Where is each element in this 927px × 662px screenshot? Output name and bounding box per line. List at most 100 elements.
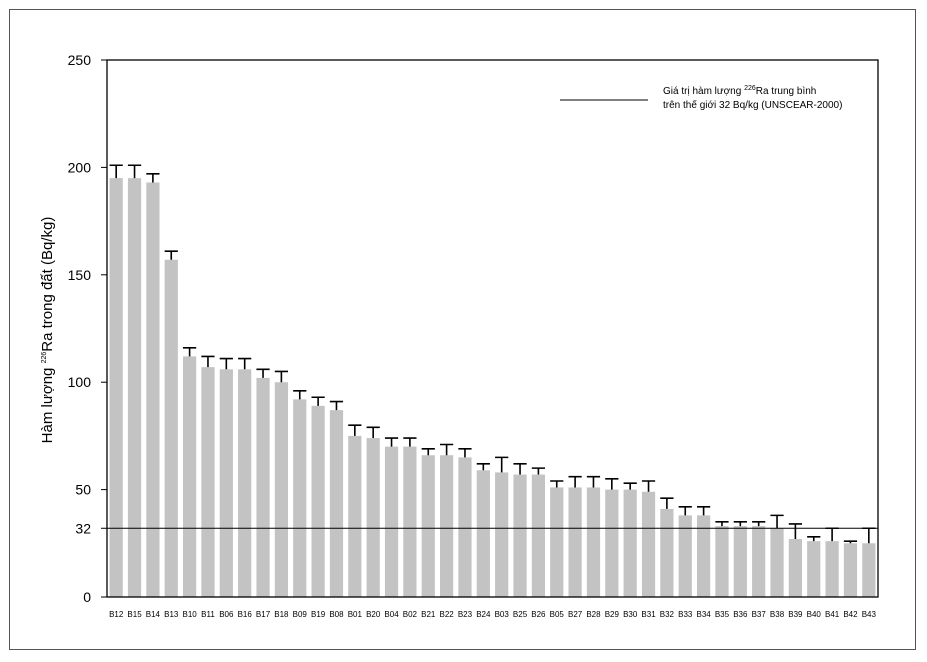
x-tick-label: B11 (201, 610, 215, 619)
error-bar-b40 (807, 536, 821, 542)
x-tick-label: B13 (164, 610, 179, 619)
x-tick-label: B31 (641, 610, 656, 619)
error-bar-b16 (238, 357, 252, 370)
error-bar-b10 (183, 347, 197, 357)
y-axis-ticks: 0 50 100 150 200 250 32 (68, 52, 107, 605)
error-bar-b01 (348, 424, 362, 436)
bar-b05 (550, 487, 564, 597)
error-bar-b25 (513, 463, 527, 475)
x-tick-label: B12 (109, 610, 124, 619)
bar-b33 (678, 515, 692, 597)
x-tick-label: B04 (384, 610, 399, 619)
error-bar-b35 (715, 521, 729, 527)
bar-b01 (348, 435, 362, 597)
x-tick-label: B30 (623, 610, 638, 619)
error-bar-b30 (623, 482, 637, 490)
error-bar-b13 (164, 250, 178, 260)
bar-b30 (623, 489, 637, 597)
error-bar-b28 (586, 475, 601, 488)
error-bar-b19 (311, 396, 325, 406)
y-tick-label: 200 (68, 159, 92, 175)
x-tick-label: B14 (146, 610, 161, 619)
bar-b40 (807, 541, 821, 597)
x-tick-label: B06 (219, 610, 234, 619)
bar-b21 (421, 455, 435, 597)
bar-b24 (476, 470, 490, 597)
bar-b37 (752, 526, 766, 597)
bar-b23 (458, 457, 472, 597)
x-tick-label: B09 (293, 610, 308, 619)
error-bar-b36 (733, 521, 747, 527)
y-tick-label: 32 (75, 520, 91, 536)
bars-group (109, 178, 876, 597)
y-tick-label: 250 (68, 52, 92, 68)
bar-b41 (825, 541, 839, 597)
x-tick-label: B23 (458, 610, 473, 619)
x-tick-label: B37 (752, 610, 767, 619)
bar-b03 (495, 472, 509, 597)
plot-area (106, 59, 879, 598)
x-tick-label: B33 (678, 610, 693, 619)
y-tick-label: 0 (83, 589, 91, 605)
bar-b31 (641, 491, 656, 597)
error-bar-b11 (201, 355, 215, 368)
error-bar-b22 (440, 443, 454, 456)
legend-line-1: Giá trị hàm lượng 226Ra trung bình (663, 85, 816, 97)
bar-b18 (274, 382, 288, 597)
error-bar-b20 (366, 426, 380, 439)
error-bar-b03 (495, 456, 509, 473)
x-tick-label: B28 (586, 610, 601, 619)
bar-b09 (293, 399, 307, 597)
bar-b28 (586, 487, 601, 597)
error-bar-b34 (697, 505, 711, 516)
x-tick-label: B26 (531, 610, 546, 619)
x-tick-label: B42 (843, 610, 858, 619)
x-tick-label: B36 (733, 610, 748, 619)
bar-b20 (366, 438, 380, 597)
error-bar-b21 (421, 447, 435, 456)
bar-b35 (715, 526, 729, 597)
error-bar-b31 (641, 480, 656, 492)
x-tick-label: B24 (476, 610, 491, 619)
error-bar-b06 (219, 357, 233, 370)
bar-b43 (862, 543, 876, 597)
bar-b42 (843, 543, 858, 597)
bar-b08 (329, 410, 344, 597)
bar-b32 (660, 508, 674, 597)
x-tick-label: B01 (348, 610, 363, 619)
error-bar-b14 (146, 173, 160, 183)
error-bar-b29 (605, 478, 619, 490)
error-bar-b05 (550, 480, 564, 488)
x-tick-label: B17 (256, 610, 271, 619)
x-tick-label: B40 (807, 610, 822, 619)
bar-b29 (605, 489, 619, 597)
error-bar-b08 (329, 400, 344, 411)
x-tick-label: B03 (495, 610, 510, 619)
x-tick-label: B41 (825, 610, 840, 619)
x-tick-label: B10 (182, 610, 197, 619)
y-tick-label: 100 (68, 374, 92, 390)
legend: Giá trị hàm lượng 226Ra trung bình trên … (560, 85, 842, 111)
x-tick-label: B32 (660, 610, 675, 619)
bar-b34 (697, 515, 711, 597)
bar-b36 (733, 526, 747, 597)
bar-b16 (238, 369, 252, 597)
x-tick-label: B43 (862, 610, 877, 619)
x-tick-label: B16 (238, 610, 253, 619)
y-tick-label: 150 (68, 267, 92, 283)
error-bar-b42 (843, 540, 858, 544)
bar-b13 (164, 259, 178, 597)
bar-b38 (770, 528, 784, 597)
x-tick-label: B15 (127, 610, 142, 619)
x-tick-label: B05 (550, 610, 565, 619)
x-tick-label: B35 (715, 610, 730, 619)
error-bar-b02 (403, 437, 417, 447)
bar-b10 (183, 356, 197, 597)
bar-b17 (256, 377, 270, 597)
error-bar-b33 (678, 505, 692, 516)
error-bar-b27 (568, 475, 582, 488)
bar-b12 (109, 178, 123, 597)
chart-frame (9, 9, 916, 650)
error-bar-b24 (476, 463, 490, 471)
